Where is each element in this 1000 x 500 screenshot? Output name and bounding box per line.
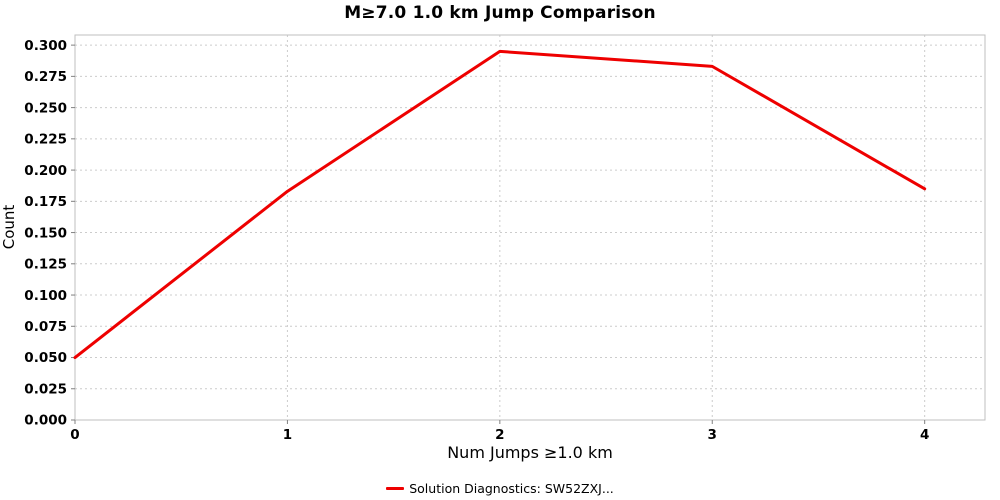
x-axis-label: Num Jumps ≥1.0 km bbox=[447, 443, 613, 462]
y-tick-label: 0.275 bbox=[24, 69, 67, 85]
y-tick-label: 0.200 bbox=[24, 163, 67, 179]
chart-title: M≥7.0 1.0 km Jump Comparison bbox=[344, 3, 656, 23]
legend-series-label: Solution Diagnostics: SW52ZXJ... bbox=[409, 481, 614, 496]
y-tick-label: 0.175 bbox=[24, 194, 67, 210]
series-line bbox=[73, 49, 927, 360]
x-tick-label: 2 bbox=[495, 427, 504, 443]
x-tick-label: 4 bbox=[920, 427, 929, 443]
y-tick-label: 0.150 bbox=[24, 225, 67, 241]
y-tick-label: 0.125 bbox=[24, 257, 67, 273]
legend: Solution Diagnostics: SW52ZXJ... bbox=[0, 481, 1000, 496]
y-tick-label: 0.025 bbox=[24, 381, 67, 397]
y-tick-label: 0.075 bbox=[24, 319, 67, 335]
y-tick-label: 0.100 bbox=[24, 288, 67, 304]
y-tick-label: 0.300 bbox=[24, 38, 67, 54]
legend-line-swatch bbox=[386, 487, 405, 490]
plot-border bbox=[74, 34, 986, 421]
y-tick-label: 0.000 bbox=[24, 413, 67, 429]
x-tick-label: 0 bbox=[70, 427, 79, 443]
y-tick-label: 0.250 bbox=[24, 100, 67, 116]
x-tick-label: 3 bbox=[708, 427, 717, 443]
y-tick-label: 0.225 bbox=[24, 132, 67, 148]
x-tick-label: 1 bbox=[283, 427, 292, 443]
y-tick-label: 0.050 bbox=[24, 350, 67, 366]
